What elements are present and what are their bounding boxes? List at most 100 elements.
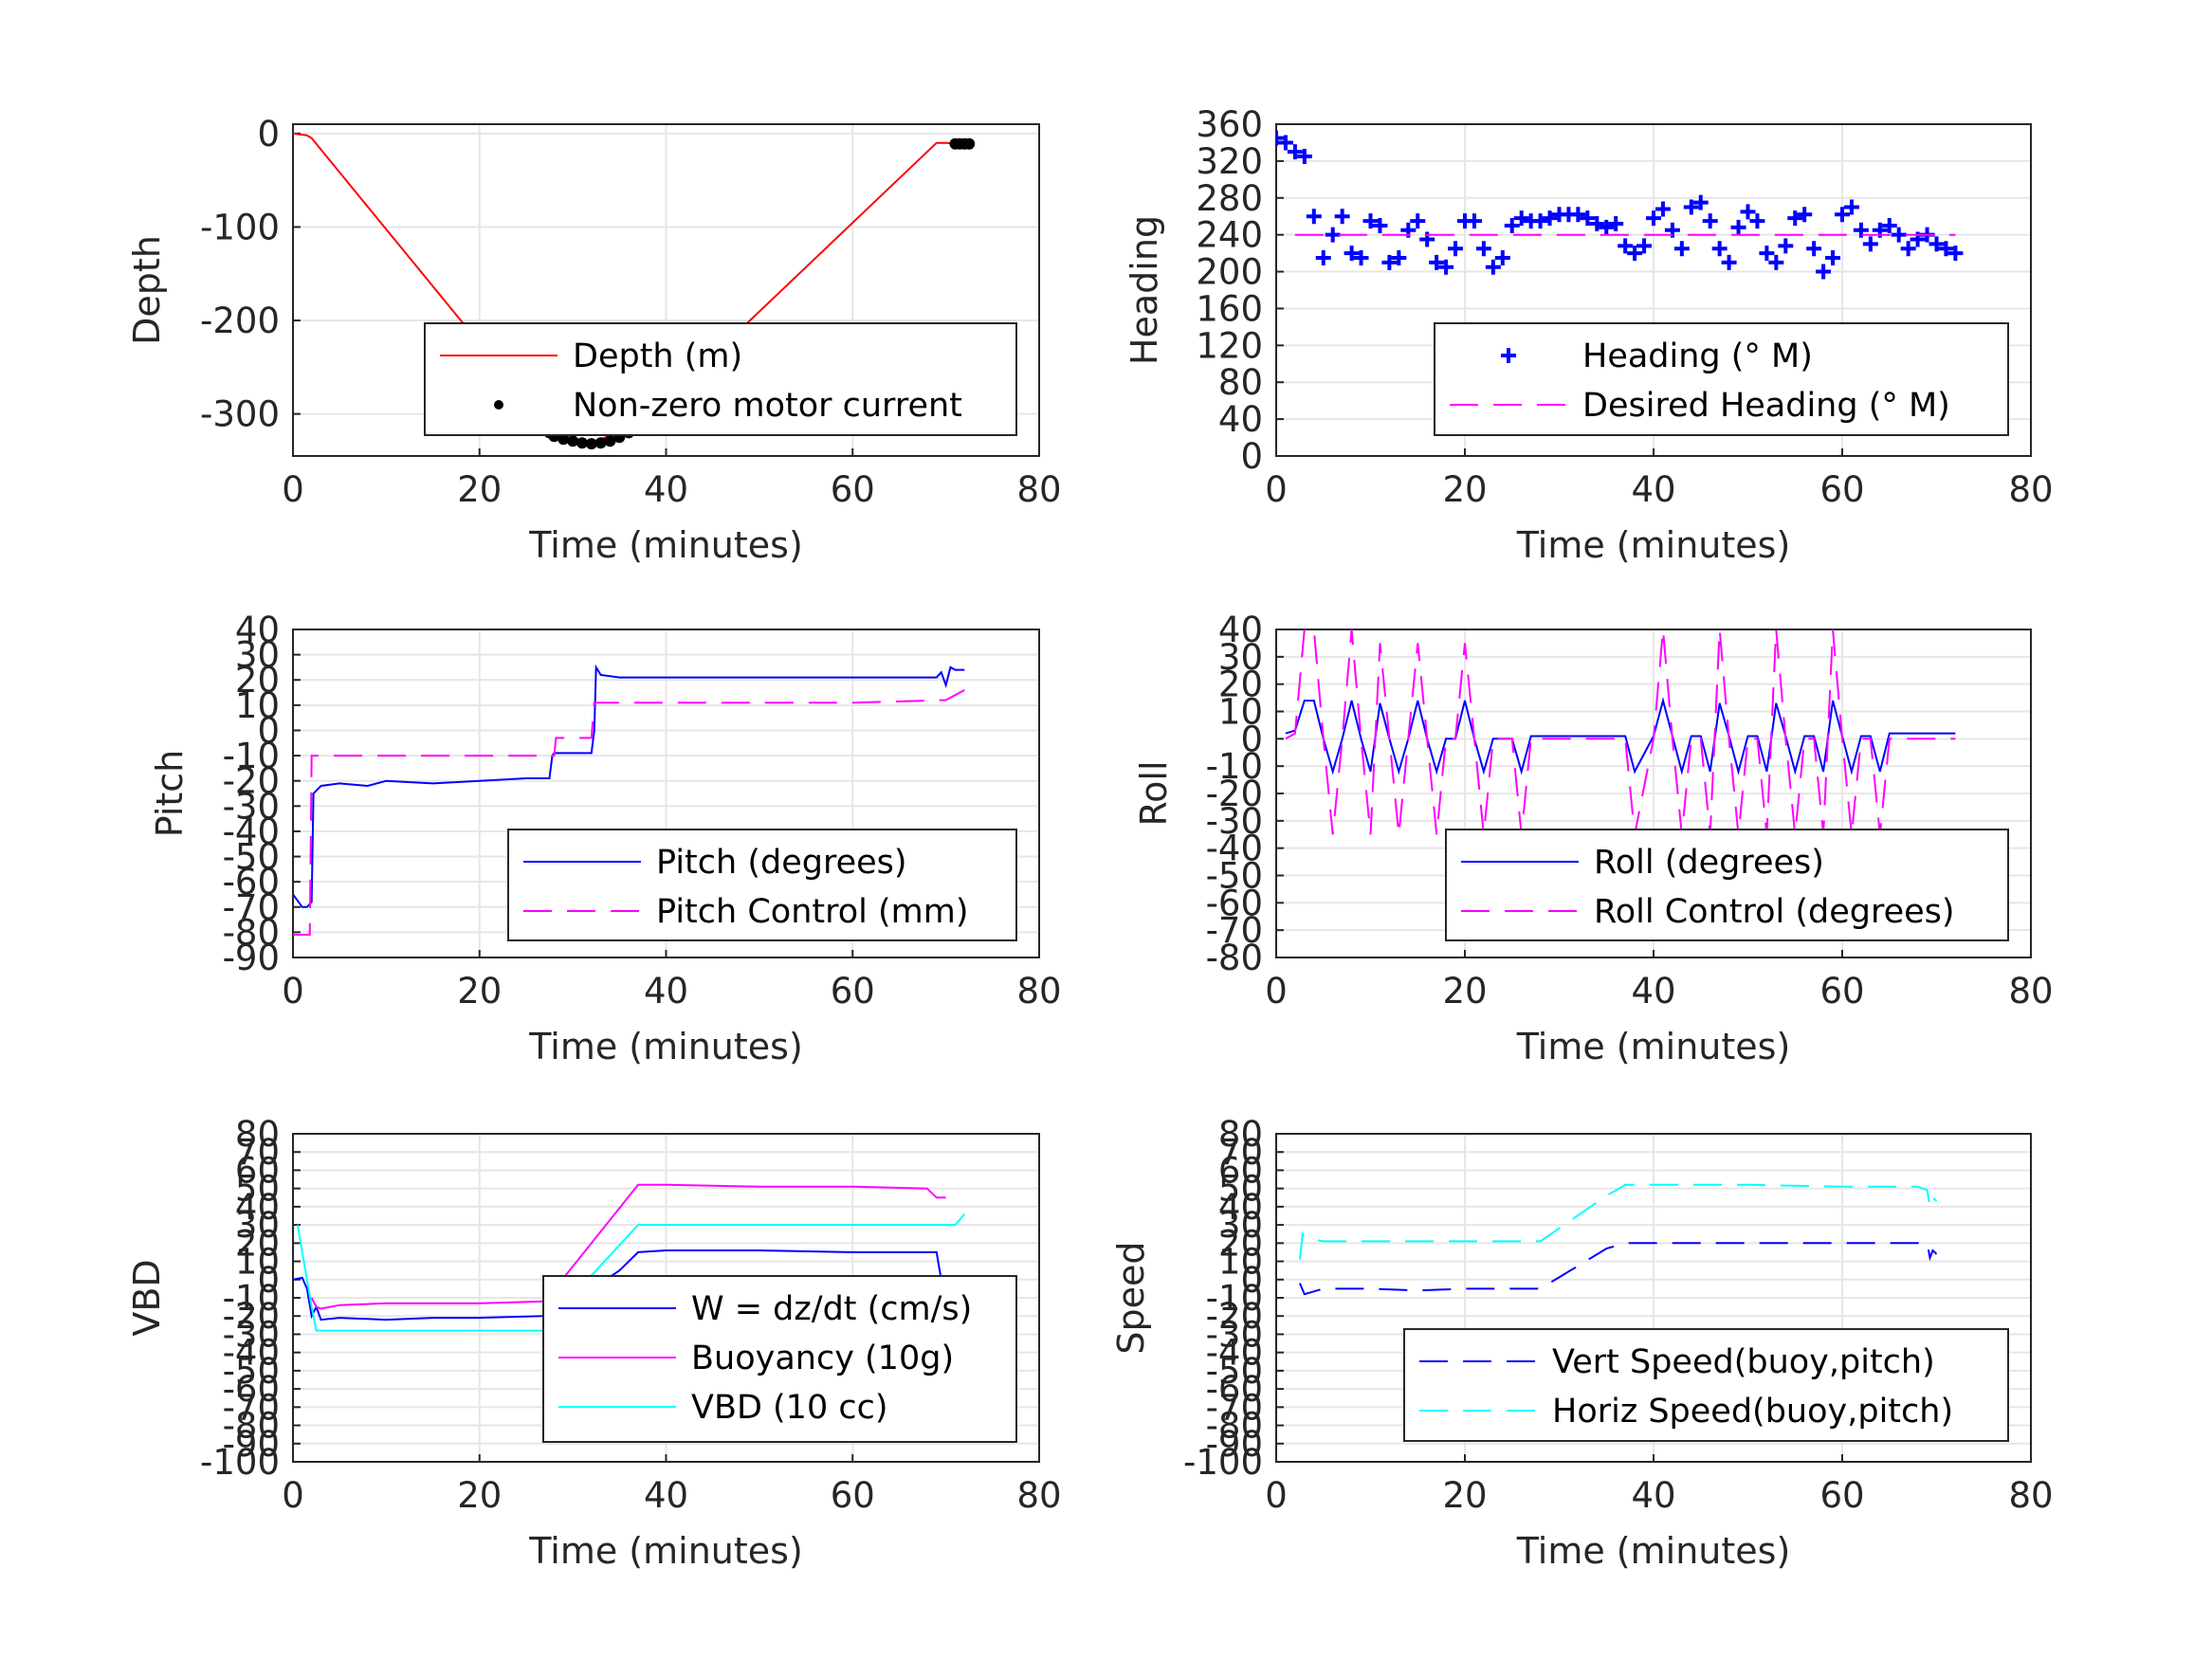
series-2-1-point — [1306, 209, 1322, 225]
series-2-1-point — [1325, 227, 1341, 243]
y-tick-label: 20 — [1218, 665, 1263, 705]
x-tick-label: 80 — [1016, 1475, 1061, 1516]
x-tick-label: 20 — [1442, 1475, 1487, 1516]
y-tick-label: -10 — [1206, 1278, 1263, 1319]
y-tick-label: 80 — [1218, 1114, 1263, 1155]
y-tick-label: -70 — [223, 887, 280, 928]
y-axis-label: Roll — [1133, 760, 1175, 826]
x-tick-label: 0 — [282, 469, 304, 510]
y-tick-label: -60 — [1206, 883, 1263, 923]
series-1-2-point — [585, 438, 597, 450]
x-axis-label: Time (minutes) — [528, 1530, 803, 1572]
series-2-1-point — [1730, 219, 1746, 235]
series-2-1-point — [1618, 238, 1634, 254]
y-tick-label: 0 — [1240, 436, 1263, 477]
series-1-2-point — [963, 137, 976, 150]
x-axis-label: Time (minutes) — [1516, 1026, 1791, 1067]
y-tick-label: -60 — [223, 1369, 280, 1410]
y-tick-label: 280 — [1196, 178, 1263, 219]
y-tick-label: -80 — [1206, 938, 1263, 978]
series-2-1-point — [1862, 236, 1878, 252]
x-tick-label: 80 — [2008, 971, 2053, 1012]
x-tick-label: 0 — [1265, 1475, 1288, 1516]
x-tick-label: 60 — [831, 1475, 875, 1516]
series-2-1-point — [1475, 241, 1491, 257]
x-tick-label: 40 — [644, 1475, 688, 1516]
y-tick-label: 50 — [1218, 1169, 1263, 1210]
series-2-1-point — [1276, 130, 1284, 146]
series-2-1-point — [1787, 210, 1803, 227]
legend-entry: Depth (m) — [573, 337, 742, 375]
y-tick-label: 30 — [235, 1205, 280, 1246]
x-tick-label: 40 — [1631, 1475, 1675, 1516]
series-2-1-point — [1711, 241, 1728, 257]
series-2-1-point — [1513, 210, 1529, 227]
x-tick-label: 0 — [282, 971, 304, 1012]
subplot-2: 0 20 40 60 8004080120160200240280320360Time … — [1124, 104, 2054, 566]
x-axis-label: Time (minutes) — [1516, 1530, 1791, 1572]
series-2-1-point — [1721, 254, 1737, 270]
x-tick-label: 20 — [457, 971, 502, 1012]
y-tick-label: 10 — [235, 685, 280, 726]
legend-entry: Heading (° M) — [1582, 337, 1813, 375]
series-2-1-point — [1438, 259, 1454, 275]
subplot-5: 0 20 40 60 8080706050403020100-10-20-30-40-5… — [126, 1114, 1062, 1572]
series-2-1-point — [1485, 259, 1501, 275]
x-tick-label: 40 — [1631, 469, 1675, 510]
series-2-1-point — [1466, 213, 1482, 229]
series-2-1-point — [1797, 207, 1813, 223]
y-tick-label: -50 — [223, 1351, 280, 1392]
legend-box — [542, 1275, 1017, 1443]
legend-entry: Non-zero motor current — [573, 387, 962, 425]
series-2-1-point — [1825, 249, 1841, 265]
x-tick-label: 20 — [1442, 469, 1487, 510]
y-tick-label: 40 — [1218, 1187, 1263, 1228]
series-2-1-point — [1740, 204, 1756, 220]
y-tick-label: -90 — [1206, 1424, 1263, 1465]
subplot-4: 0 20 40 60 80403020100-10-20-30-40-50-60-70-… — [1133, 610, 2054, 1067]
legend-entry: Roll (degrees) — [1594, 844, 1824, 882]
y-tick-label: -50 — [1206, 856, 1263, 897]
series-2-1-point — [1673, 241, 1690, 257]
y-tick-label: -60 — [1206, 1369, 1263, 1410]
x-tick-label: 40 — [1631, 971, 1675, 1012]
y-axis-label: Speed — [1110, 1241, 1152, 1354]
y-tick-label: 30 — [1218, 637, 1263, 678]
series-1-2-point — [567, 435, 579, 447]
x-tick-label: 60 — [831, 469, 875, 510]
y-tick-label: -20 — [223, 1296, 280, 1337]
y-tick-label: 20 — [235, 1223, 280, 1264]
y-tick-label: -30 — [1206, 801, 1263, 842]
y-tick-label: -20 — [1206, 774, 1263, 814]
legend-entry: Desired Heading (° M) — [1582, 387, 1950, 425]
legend-box — [424, 322, 1017, 436]
x-tick-label: 40 — [644, 971, 688, 1012]
legend-box — [1403, 1328, 2009, 1442]
y-tick-label: -40 — [1206, 1333, 1263, 1374]
y-tick-label: -50 — [223, 837, 280, 878]
y-tick-label: -200 — [200, 301, 280, 341]
y-tick-label: 60 — [235, 1150, 280, 1191]
series-2-1-point — [1835, 207, 1850, 223]
plot-area — [293, 664, 965, 936]
x-tick-label: 80 — [1016, 971, 1061, 1012]
y-tick-label: 80 — [235, 1114, 280, 1155]
y-tick-label: -80 — [223, 912, 280, 953]
series-2-1-point — [1570, 207, 1586, 223]
y-tick-label: 0 — [257, 710, 280, 751]
y-tick-label: 0 — [1240, 1260, 1263, 1301]
series-1-2-point — [594, 437, 607, 449]
y-tick-label: 80 — [1218, 362, 1263, 403]
y-tick-label: -100 — [200, 1442, 280, 1483]
y-tick-label: -80 — [223, 1406, 280, 1447]
y-tick-label: 50 — [235, 1169, 280, 1210]
series-2-1-point — [1315, 249, 1331, 265]
y-tick-label: 10 — [1218, 692, 1263, 733]
x-tick-label: 80 — [1016, 469, 1061, 510]
y-tick-label: -50 — [1206, 1351, 1263, 1392]
x-tick-label: 0 — [282, 1475, 304, 1516]
y-tick-label: 70 — [235, 1132, 280, 1173]
subplot-3: 0 20 40 60 80403020100-10-20-30-40-50-60-70-… — [149, 610, 1062, 1067]
series-6-1-line — [1298, 1242, 1938, 1296]
series-1-2-point — [604, 435, 616, 447]
